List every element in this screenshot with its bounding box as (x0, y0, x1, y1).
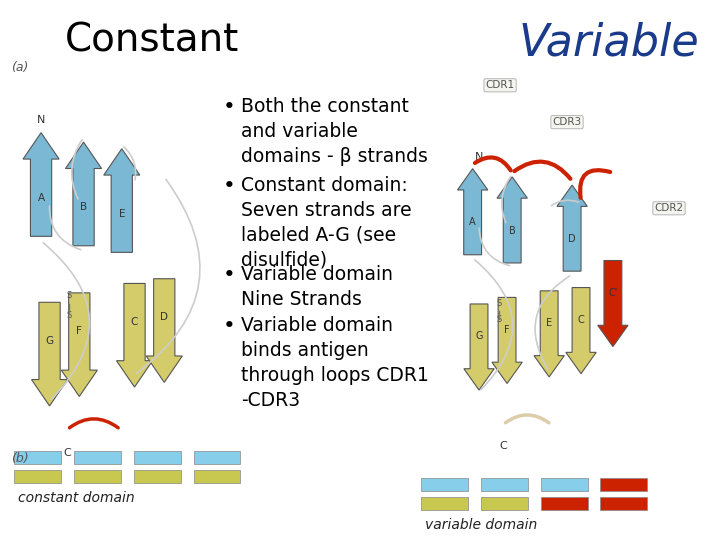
FancyBboxPatch shape (600, 497, 647, 510)
Polygon shape (534, 291, 564, 377)
Text: Both the constant
and variable
domains - β strands: Both the constant and variable domains -… (241, 97, 428, 166)
Polygon shape (146, 279, 182, 382)
FancyBboxPatch shape (600, 478, 647, 491)
Polygon shape (61, 293, 97, 396)
Text: C: C (131, 317, 138, 327)
FancyBboxPatch shape (134, 470, 181, 483)
FancyBboxPatch shape (481, 478, 528, 491)
Text: N: N (474, 152, 483, 162)
FancyBboxPatch shape (14, 451, 61, 464)
FancyBboxPatch shape (481, 497, 528, 510)
FancyBboxPatch shape (421, 478, 468, 491)
Text: constant domain: constant domain (18, 491, 135, 505)
Text: C: C (63, 448, 71, 458)
Polygon shape (492, 298, 522, 383)
Polygon shape (104, 148, 140, 252)
Polygon shape (557, 185, 588, 271)
Polygon shape (598, 260, 628, 347)
Text: D: D (161, 312, 168, 322)
Polygon shape (32, 302, 68, 406)
Polygon shape (457, 168, 488, 255)
Text: •: • (223, 316, 236, 336)
FancyBboxPatch shape (541, 478, 588, 491)
Text: E: E (119, 209, 125, 219)
Text: CDR3: CDR3 (552, 117, 582, 127)
Text: Variable domain
binds antigen
through loops CDR1
-CDR3: Variable domain binds antigen through lo… (241, 316, 429, 410)
Polygon shape (464, 304, 494, 390)
FancyBboxPatch shape (194, 470, 240, 483)
Text: S: S (497, 299, 502, 308)
Text: N: N (37, 115, 45, 125)
Text: B: B (509, 226, 516, 235)
Text: D: D (568, 234, 576, 244)
Polygon shape (497, 177, 527, 263)
Text: G: G (475, 332, 483, 341)
Text: C: C (500, 441, 507, 451)
FancyBboxPatch shape (194, 451, 240, 464)
Text: F: F (504, 325, 510, 335)
FancyBboxPatch shape (541, 497, 588, 510)
FancyBboxPatch shape (134, 451, 181, 464)
Text: Variable: Variable (518, 22, 699, 65)
Text: C': C' (608, 288, 618, 298)
Polygon shape (66, 142, 102, 246)
Text: CDR1: CDR1 (485, 80, 515, 90)
Text: E: E (546, 318, 552, 328)
Text: •: • (223, 176, 236, 195)
Text: B: B (80, 202, 87, 212)
Text: •: • (223, 265, 236, 285)
Text: •: • (223, 97, 236, 117)
Text: C: C (577, 315, 585, 325)
Polygon shape (23, 133, 59, 237)
Text: S: S (67, 311, 72, 320)
FancyBboxPatch shape (14, 470, 61, 483)
Text: (b): (b) (11, 453, 28, 465)
Text: F: F (76, 327, 82, 336)
FancyBboxPatch shape (421, 497, 468, 510)
Text: variable domain: variable domain (425, 518, 537, 532)
Text: Constant: Constant (65, 22, 239, 59)
Text: S: S (67, 291, 72, 300)
Text: (a): (a) (11, 62, 28, 75)
Text: Constant domain:
Seven strands are
labeled A-G (see
disulfide): Constant domain: Seven strands are label… (241, 176, 412, 269)
Text: Variable domain
Nine Strands: Variable domain Nine Strands (241, 265, 393, 308)
Text: G: G (45, 336, 53, 346)
Text: S: S (497, 315, 502, 324)
Text: A: A (37, 193, 45, 202)
Text: CDR2: CDR2 (654, 203, 683, 213)
Polygon shape (566, 288, 596, 374)
Polygon shape (117, 284, 153, 387)
FancyBboxPatch shape (74, 451, 121, 464)
Text: A: A (469, 218, 476, 227)
FancyBboxPatch shape (74, 470, 121, 483)
